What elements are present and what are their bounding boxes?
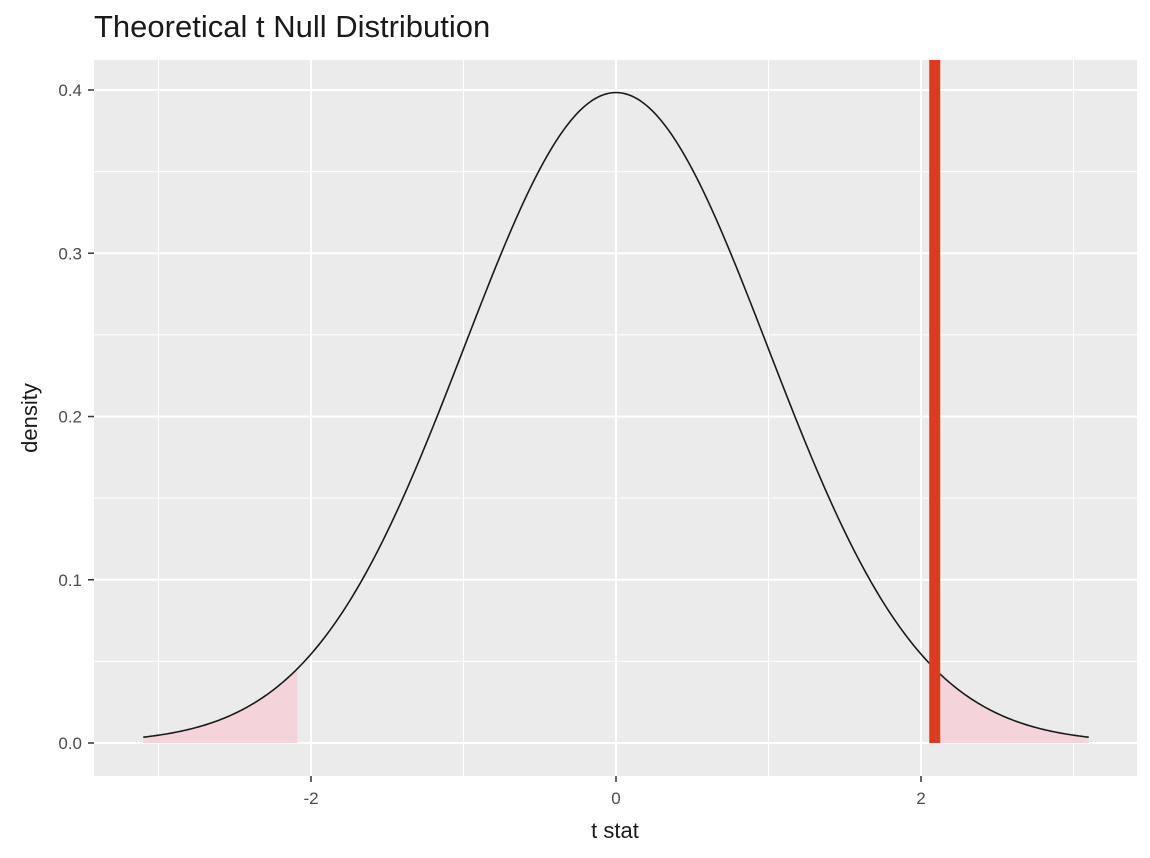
x-tick-label: -2 (303, 789, 318, 808)
y-tick-label: 0.3 (58, 244, 82, 263)
y-tick-label: 0.4 (58, 81, 82, 100)
rejection-region-left (143, 668, 298, 743)
x-axis: -2 0 2 (303, 776, 926, 808)
x-axis-title: t stat (591, 818, 639, 843)
y-axis-title: density (17, 383, 42, 453)
y-tick-label: 0.1 (58, 571, 82, 590)
y-tick-label: 0.2 (58, 408, 82, 427)
chart-title: Theoretical t Null Distribution (94, 9, 490, 44)
x-tick-label: 0 (611, 789, 620, 808)
y-axis: 0.0 0.1 0.2 0.3 0.4 (58, 81, 94, 753)
y-tick-label: 0.0 (58, 734, 82, 753)
x-tick-label: 2 (916, 789, 925, 808)
rejection-region-right (934, 668, 1089, 743)
